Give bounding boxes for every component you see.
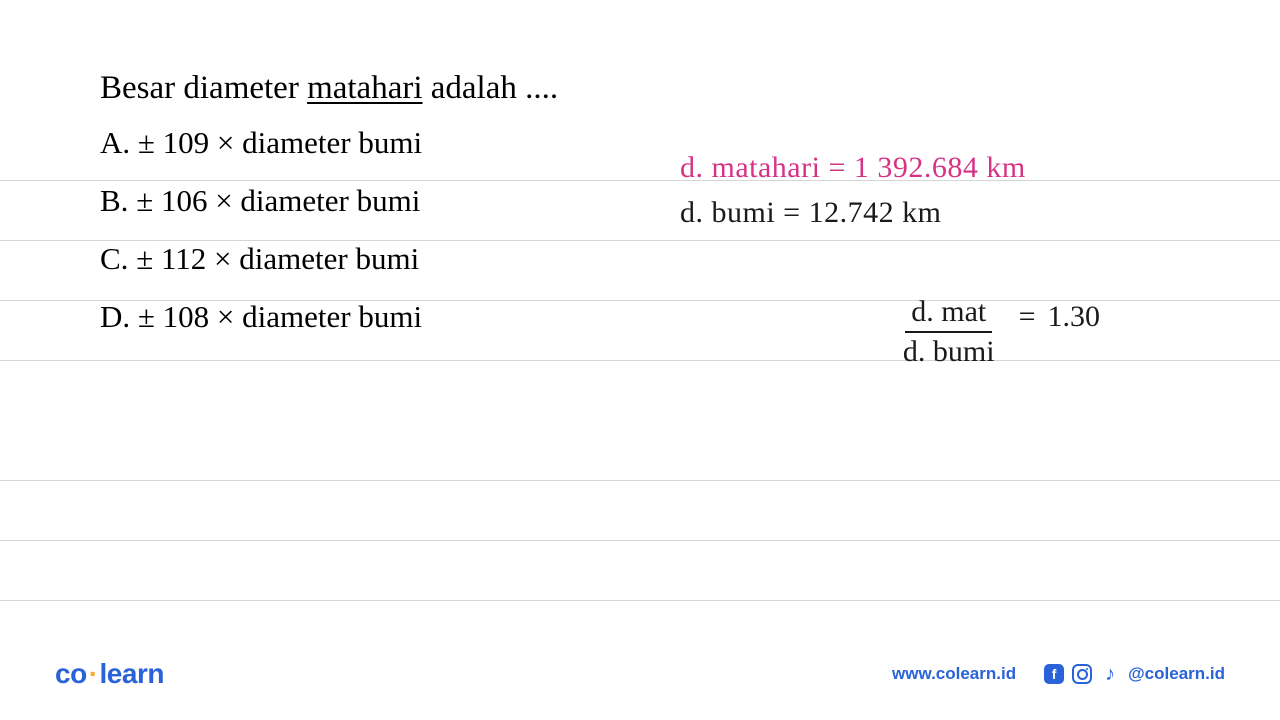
result-value: 1.30 <box>1048 300 1101 334</box>
option-label: B. <box>100 183 128 218</box>
logo-learn: learn <box>100 658 164 689</box>
fraction-numerator: d. mat <box>905 295 992 333</box>
logo: co·learn <box>55 658 164 690</box>
handwriting-line-2: d. bumi = 12.742 km <box>680 190 1200 235</box>
facebook-icon[interactable]: f <box>1044 664 1064 684</box>
handwriting-area: d. matahari = 1 392.684 km d. bumi = 12.… <box>680 145 1200 235</box>
social-handle: @colearn.id <box>1128 664 1225 684</box>
instagram-icon[interactable] <box>1072 664 1092 684</box>
option-label: A. <box>100 125 130 160</box>
social-links: f ♪ @colearn.id <box>1044 664 1225 684</box>
footer: co·learn www.colearn.id f ♪ @colearn.id <box>55 658 1225 690</box>
logo-dot: · <box>89 658 98 689</box>
title-before: Besar diameter <box>100 70 307 106</box>
option-text: ± 109 × diameter bumi <box>138 125 422 160</box>
page-container: Besar diameter matahari adalah .... A. ±… <box>0 0 1280 720</box>
ruled-line <box>0 480 1280 481</box>
fraction: d. mat d. bumi <box>897 295 1001 369</box>
fraction-block: d. mat d. bumi = 1.30 <box>897 295 1100 369</box>
equals-result: = 1.30 <box>1019 300 1100 334</box>
title-underlined: matahari <box>307 70 422 106</box>
tiktok-icon[interactable]: ♪ <box>1100 664 1120 684</box>
ruled-line <box>0 600 1280 601</box>
logo-co: co <box>55 658 87 689</box>
option-label: D. <box>100 299 130 334</box>
fraction-denominator: d. bumi <box>897 333 1001 369</box>
option-label: C. <box>100 241 128 276</box>
website-link[interactable]: www.colearn.id <box>892 664 1016 684</box>
ruled-line <box>0 540 1280 541</box>
option-text: ± 112 × diameter bumi <box>136 241 419 276</box>
footer-right: www.colearn.id f ♪ @colearn.id <box>892 664 1225 684</box>
question-title: Besar diameter matahari adalah .... <box>100 70 1180 107</box>
title-after: adalah .... <box>423 70 559 106</box>
option-text: ± 108 × diameter bumi <box>138 299 422 334</box>
equals-sign: = <box>1019 300 1036 334</box>
handwriting-line-1: d. matahari = 1 392.684 km <box>680 145 1200 190</box>
option-text: ± 106 × diameter bumi <box>136 183 420 218</box>
ruled-line <box>0 240 1280 241</box>
option-c: C. ± 112 × diameter bumi <box>100 241 1180 277</box>
